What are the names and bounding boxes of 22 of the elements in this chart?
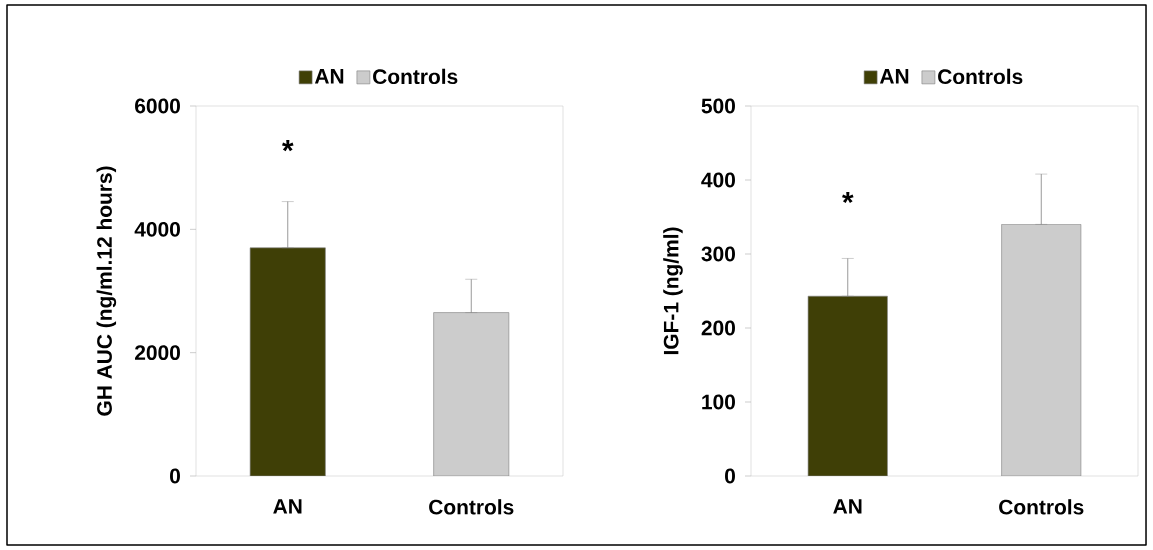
y-tick-label: 200 <box>701 320 735 336</box>
x-tick-label: AN <box>273 499 302 514</box>
legend-label: AN <box>314 69 344 84</box>
y-axis-title: IGF-1 (ng/ml) <box>663 227 683 355</box>
y-tick-label: 400 <box>701 172 735 188</box>
legend-label: Controls <box>938 68 1023 85</box>
x-tick-label: Controls <box>429 499 514 515</box>
y-tick-label: 2000 <box>135 345 180 361</box>
y-tick-label: 300 <box>701 246 735 262</box>
x-tick-label: Controls <box>999 499 1084 515</box>
y-axis-title: GH AUC (ng/ml.12 hours) <box>96 166 117 416</box>
y-tick-label: 6000 <box>135 98 180 114</box>
annotation: * <box>282 140 294 152</box>
y-tick-label: 500 <box>701 98 735 114</box>
y-tick-label: 0 <box>725 468 735 484</box>
y-tick-label: 100 <box>702 394 735 410</box>
legend-label: Controls <box>373 68 458 85</box>
annotation: * <box>842 191 854 204</box>
y-tick-label: 4000 <box>134 221 180 237</box>
x-tick-label: AN <box>833 499 862 514</box>
legend-label: AN <box>879 69 909 84</box>
y-tick-label: 0 <box>170 468 180 484</box>
